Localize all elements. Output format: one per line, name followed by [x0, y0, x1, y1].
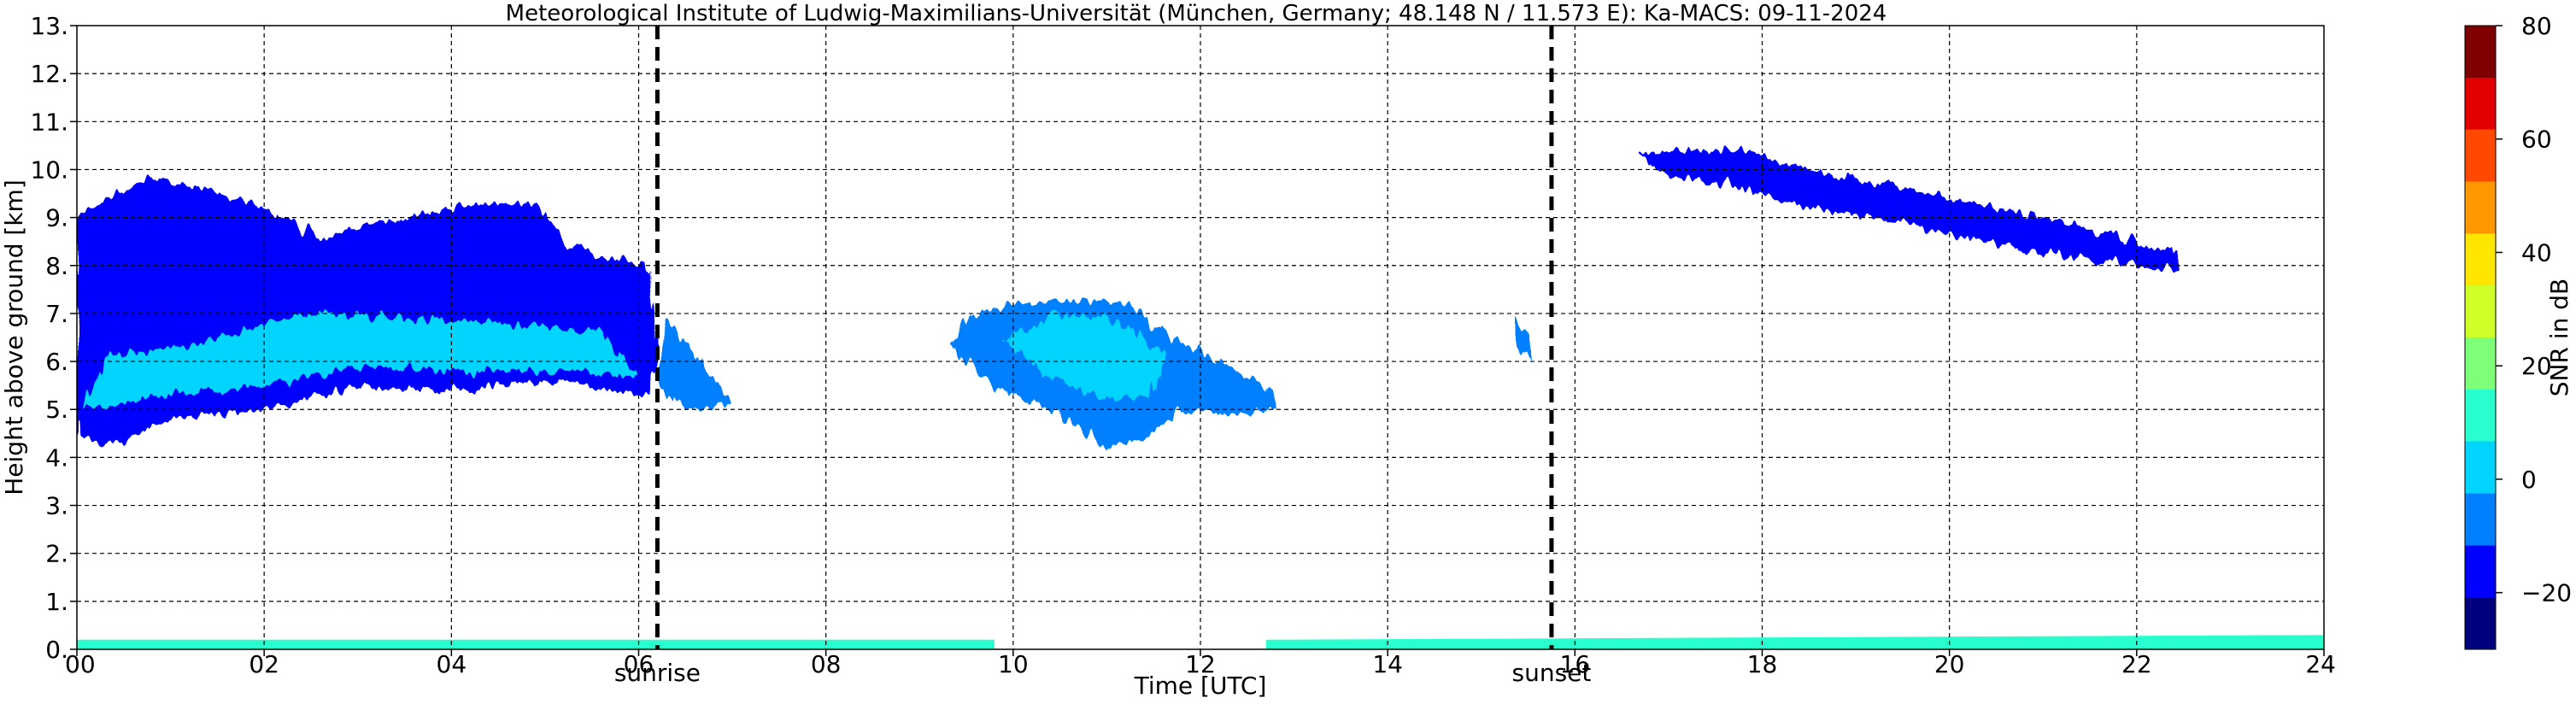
y-tick-label: 9.	[45, 204, 68, 232]
x-tick-label: 00	[65, 650, 96, 678]
colorbar-label: SNR in dB	[2545, 279, 2573, 396]
colorbar-tick-label: −20	[2521, 579, 2572, 607]
colorbar-tick-label: 40	[2521, 238, 2552, 267]
vline-label-sunrise: sunrise	[614, 659, 701, 687]
colorbar-tick-label: 60	[2521, 126, 2552, 154]
x-tick-label: 10	[998, 650, 1029, 678]
y-axis-ticks: 0. 1. 2. 3. 4. 5. 6. 7. 8. 9. 10. 11. 12. 13.	[30, 12, 77, 664]
sun-event-lines: sunrise sunset	[614, 26, 1592, 687]
radar-echo-layer	[77, 150, 2324, 649]
colorbar-scale	[2464, 25, 2497, 650]
echo-morning-fallstreak-tail	[657, 318, 733, 410]
x-tick-label: 02	[249, 650, 279, 678]
x-tick-label: 24	[2305, 650, 2336, 678]
y-tick-label: 13.	[30, 12, 68, 40]
y-tick-label: 12.	[30, 60, 68, 88]
colorbar-ticks: −20 0 20 40 60 80	[2496, 12, 2572, 607]
x-tick-label: 06	[624, 650, 654, 678]
x-axis-label: Time [UTC]	[1134, 672, 1267, 700]
echo-ground-clutter-morning	[77, 639, 995, 649]
y-tick-label: 1.	[45, 588, 68, 616]
y-tick-label: 10.	[30, 155, 68, 184]
y-tick-label: 4.	[45, 443, 68, 472]
colorbar-tick-label: 80	[2521, 12, 2552, 40]
x-tick-label: 20	[1934, 650, 1965, 678]
x-tick-label: 04	[437, 650, 467, 678]
y-tick-label: 6.	[45, 348, 68, 376]
plot-grid	[77, 26, 2324, 649]
y-tick-label: 0.	[45, 636, 68, 664]
y-tick-label: 8.	[45, 252, 68, 280]
echo-midday-cloud-core	[1003, 313, 1164, 400]
x-tick-label: 14	[1372, 650, 1403, 678]
x-tick-label: 08	[811, 650, 842, 678]
x-tick-label: 16	[1560, 650, 1591, 678]
y-tick-label: 11.	[30, 108, 68, 136]
colorbar-tick-label: 0	[2521, 466, 2537, 494]
chart-title: Meteorological Institute of Ludwig-Maxim…	[506, 1, 1887, 26]
x-tick-label: 22	[2121, 650, 2152, 678]
echo-ground-clutter-evening	[1265, 635, 2324, 649]
y-tick-label: 7.	[45, 300, 68, 328]
y-axis-label: Height above ground [km]	[0, 179, 28, 496]
y-tick-label: 5.	[45, 396, 68, 424]
snr-colorbar: −20 0 20 40 60 80 SNR in dB	[2464, 12, 2573, 650]
y-tick-label: 3.	[45, 492, 68, 520]
x-axis-ticks: 00 02 04 06 08 10 12 14 16 18 20 22 24	[65, 649, 2336, 678]
colorbar-tick-label: 20	[2521, 352, 2552, 380]
vline-label-sunset: sunset	[1512, 659, 1592, 687]
x-tick-label: 18	[1747, 650, 1778, 678]
echo-afternoon-fragment	[1514, 318, 1533, 362]
x-tick-label: 12	[1185, 650, 1216, 678]
y-tick-label: 2.	[45, 540, 68, 568]
echo-evening-upper-cirrus	[1640, 150, 2184, 271]
